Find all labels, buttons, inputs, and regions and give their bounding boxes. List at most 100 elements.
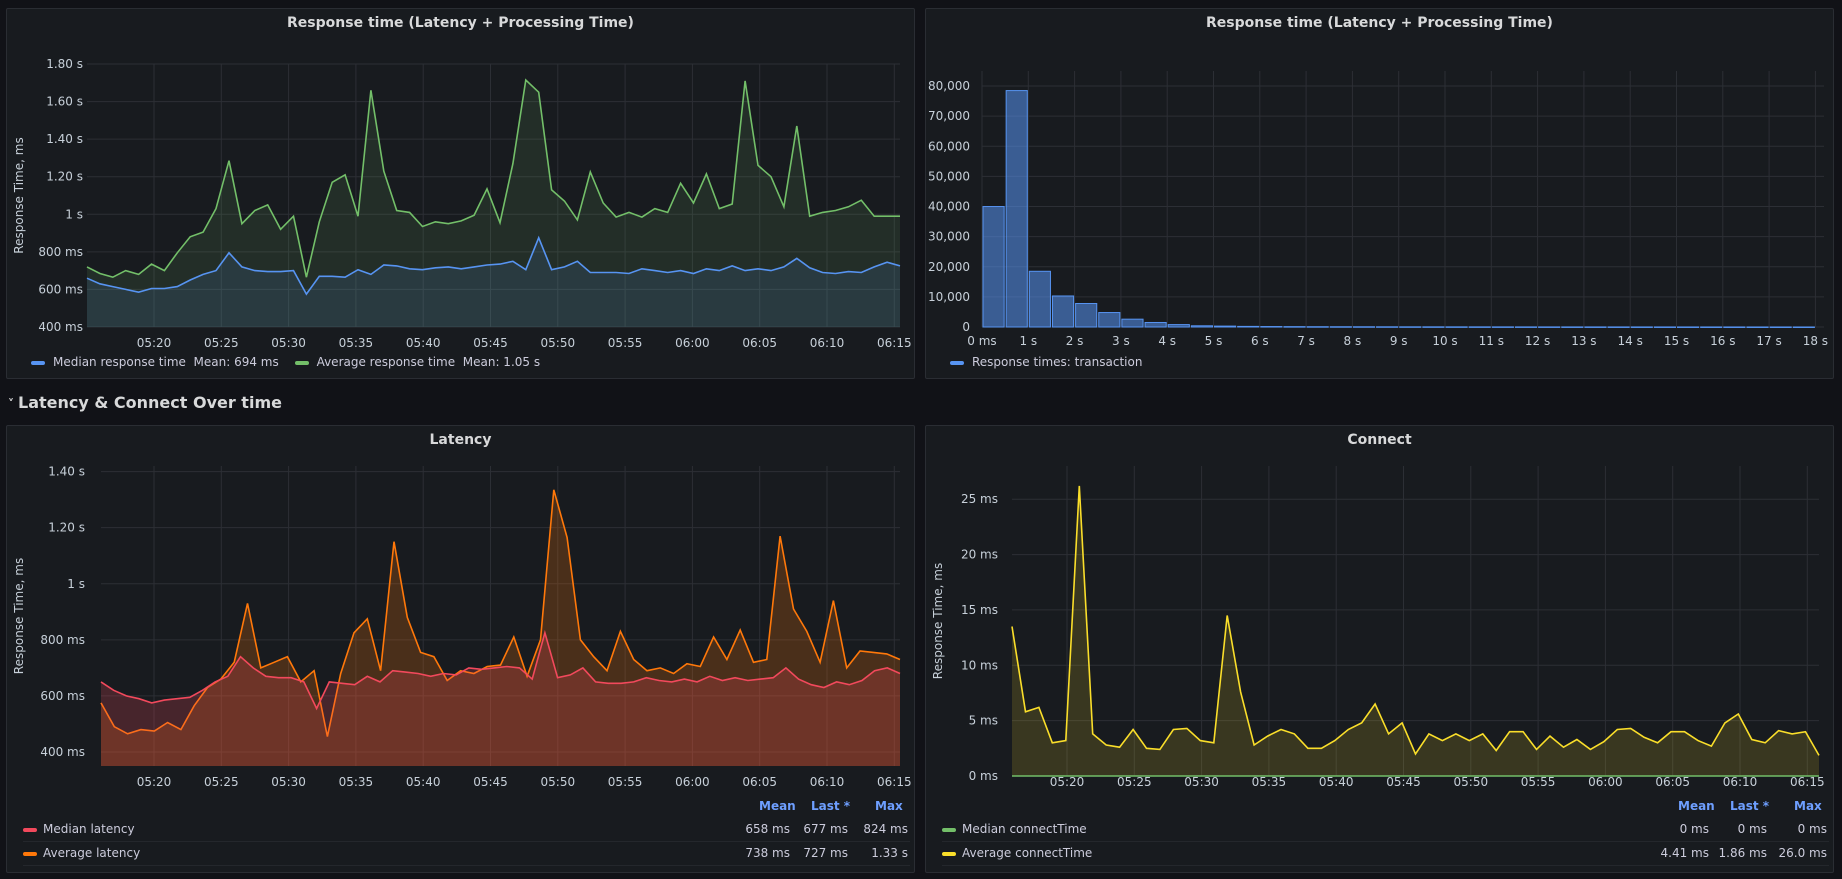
chevron-down-icon: ˅ [8,397,14,411]
histogram-bar [1746,326,1769,328]
x-tick-label: 11 s [1479,334,1504,348]
x-tick-label: 4 s [1158,334,1176,348]
legend-row-median-latency[interactable]: Median latency 658 ms 677 ms 824 ms [23,819,910,842]
x-tick-label: 05:25 [204,336,239,350]
x-tick-label: 14 s [1618,334,1643,348]
legend-last-value: 1.86 ms [1718,846,1767,860]
x-tick-label: 9 s [1390,334,1408,348]
legend-mean: Mean: 694 ms [193,355,279,369]
x-tick-label: 8 s [1344,334,1362,348]
y-tick-label: 5 ms [969,714,998,728]
legend-mean-value: 0 ms [1679,822,1709,836]
histogram-bar [1792,326,1815,328]
legend-table: Mean Last * Max Median connectTime 0 ms … [942,799,1829,869]
y-tick-label: 0 ms [969,769,998,783]
x-tick-label: 06:05 [742,775,777,789]
average-response-series-area [87,80,900,327]
legend-max-value: 1.33 s [871,846,908,860]
legend-label: Average response time [316,355,456,369]
x-tick-label: 3 s [1112,334,1130,348]
histogram-bar [1491,326,1514,328]
histogram-bar [1653,326,1676,328]
x-tick-label: 05:30 [271,336,306,350]
legend-median-response[interactable]: Median response time Mean: 694 ms [31,355,279,369]
histogram-bar [1214,325,1237,328]
x-tick-label: 05:25 [204,775,239,789]
legend-header-mean[interactable]: Mean [1678,799,1715,813]
legend-label: Average latency [43,846,141,860]
y-tick-label: 40,000 [928,200,970,214]
legend-response-times[interactable]: Response times: transaction [950,355,1142,369]
response-time-histogram-panel: Response time (Latency + Processing Time… [925,8,1834,379]
histogram-bar [1075,303,1098,328]
histogram-bar [1028,270,1051,328]
legend-swatch [31,360,45,365]
histogram-bar [1260,326,1283,328]
x-tick-label: 5 s [1205,334,1223,348]
x-tick-label: 06:10 [810,775,845,789]
legend-mean-value: 658 ms [745,822,790,836]
y-tick-label: 1.80 s [46,57,83,71]
panel-title[interactable]: Connect [1347,432,1412,448]
y-tick-label: 25 ms [961,492,998,506]
legend-header-mean[interactable]: Mean [759,799,796,813]
legend-swatch [23,852,37,856]
legend-row-average-connect[interactable]: Average connectTime 4.41 ms 1.86 ms 26.0… [942,843,1829,866]
x-tick-label: 05:55 [608,775,643,789]
row-header-latency-connect[interactable]: ˅ Latency & Connect Over time [8,393,282,412]
legend-header-max[interactable]: Max [1794,799,1822,813]
chart-legend: Response times: transaction [950,355,1154,369]
x-tick-label: 06:05 [1655,775,1690,789]
histogram-bar [1538,326,1561,328]
x-tick-label: 05:40 [406,336,441,350]
legend-row-average-latency[interactable]: Average latency 738 ms 727 ms 1.33 s [23,843,910,866]
histogram-bar [1422,326,1445,328]
histogram-bar [1677,326,1700,328]
y-tick-label: 400 ms [38,320,83,334]
x-tick-label: 05:30 [1184,775,1219,789]
histogram-bar [1352,326,1376,328]
y-tick-label: 80,000 [928,79,970,93]
x-tick-label: 2 s [1066,334,1084,348]
x-tick-label: 16 s [1710,334,1735,348]
panel-title[interactable]: Latency [429,432,492,448]
legend-row-median-connect[interactable]: Median connectTime 0 ms 0 ms 0 ms [942,819,1829,842]
median-latency-series-line [100,629,901,711]
x-tick-label: 06:10 [810,336,845,350]
panel-title[interactable]: Response time (Latency + Processing Time… [1206,15,1553,31]
legend-label: Median connectTime [962,822,1087,836]
x-tick-label: 05:30 [271,775,306,789]
legend-mean-value: 738 ms [745,846,790,860]
x-tick-label: 6 s [1251,334,1269,348]
x-tick-label: 10 s [1432,334,1457,348]
y-tick-label: 10 ms [961,658,998,672]
average-latency-series-area [101,489,900,766]
x-tick-label: 18 s [1803,334,1828,348]
legend-swatch [294,360,309,365]
y-tick-label: 800 ms [40,633,85,647]
panel-title[interactable]: Response time (Latency + Processing Time… [287,15,634,31]
average-response-series-line [86,78,900,279]
x-tick-label: 05:50 [541,775,576,789]
legend-average-response[interactable]: Average response time Mean: 1.05 s [294,355,541,369]
connect-line-chart: 0 ms 5 ms 10 ms 15 ms 20 ms 25 ms 05:20 05:25 05… [931,466,1825,789]
legend-header-last[interactable]: Last * [1730,799,1770,813]
x-tick-label: 7 s [1297,334,1315,348]
median-latency-series-area [101,632,900,766]
legend-header-max[interactable]: Max [875,799,903,813]
y-axis-label: Response Time, ms [12,558,26,674]
legend-mean-value: 4.41 ms [1660,846,1709,860]
y-tick-label: 1.20 s [46,170,83,184]
x-tick-label: 05:35 [339,336,374,350]
y-axis-label: Response Time, ms [931,563,945,679]
y-tick-label: 10,000 [928,290,970,304]
y-tick-label: 400 ms [40,745,85,759]
histogram-bar [1121,318,1144,328]
x-tick-label: 13 s [1571,334,1596,348]
x-tick-label: 05:20 [137,775,172,789]
histogram-bar [1005,90,1028,328]
x-tick-label: 0 ms [967,334,996,348]
legend-mean: Mean: 1.05 s [462,355,541,369]
legend-header-last[interactable]: Last * [811,799,851,813]
x-tick-label: 05:45 [473,775,508,789]
